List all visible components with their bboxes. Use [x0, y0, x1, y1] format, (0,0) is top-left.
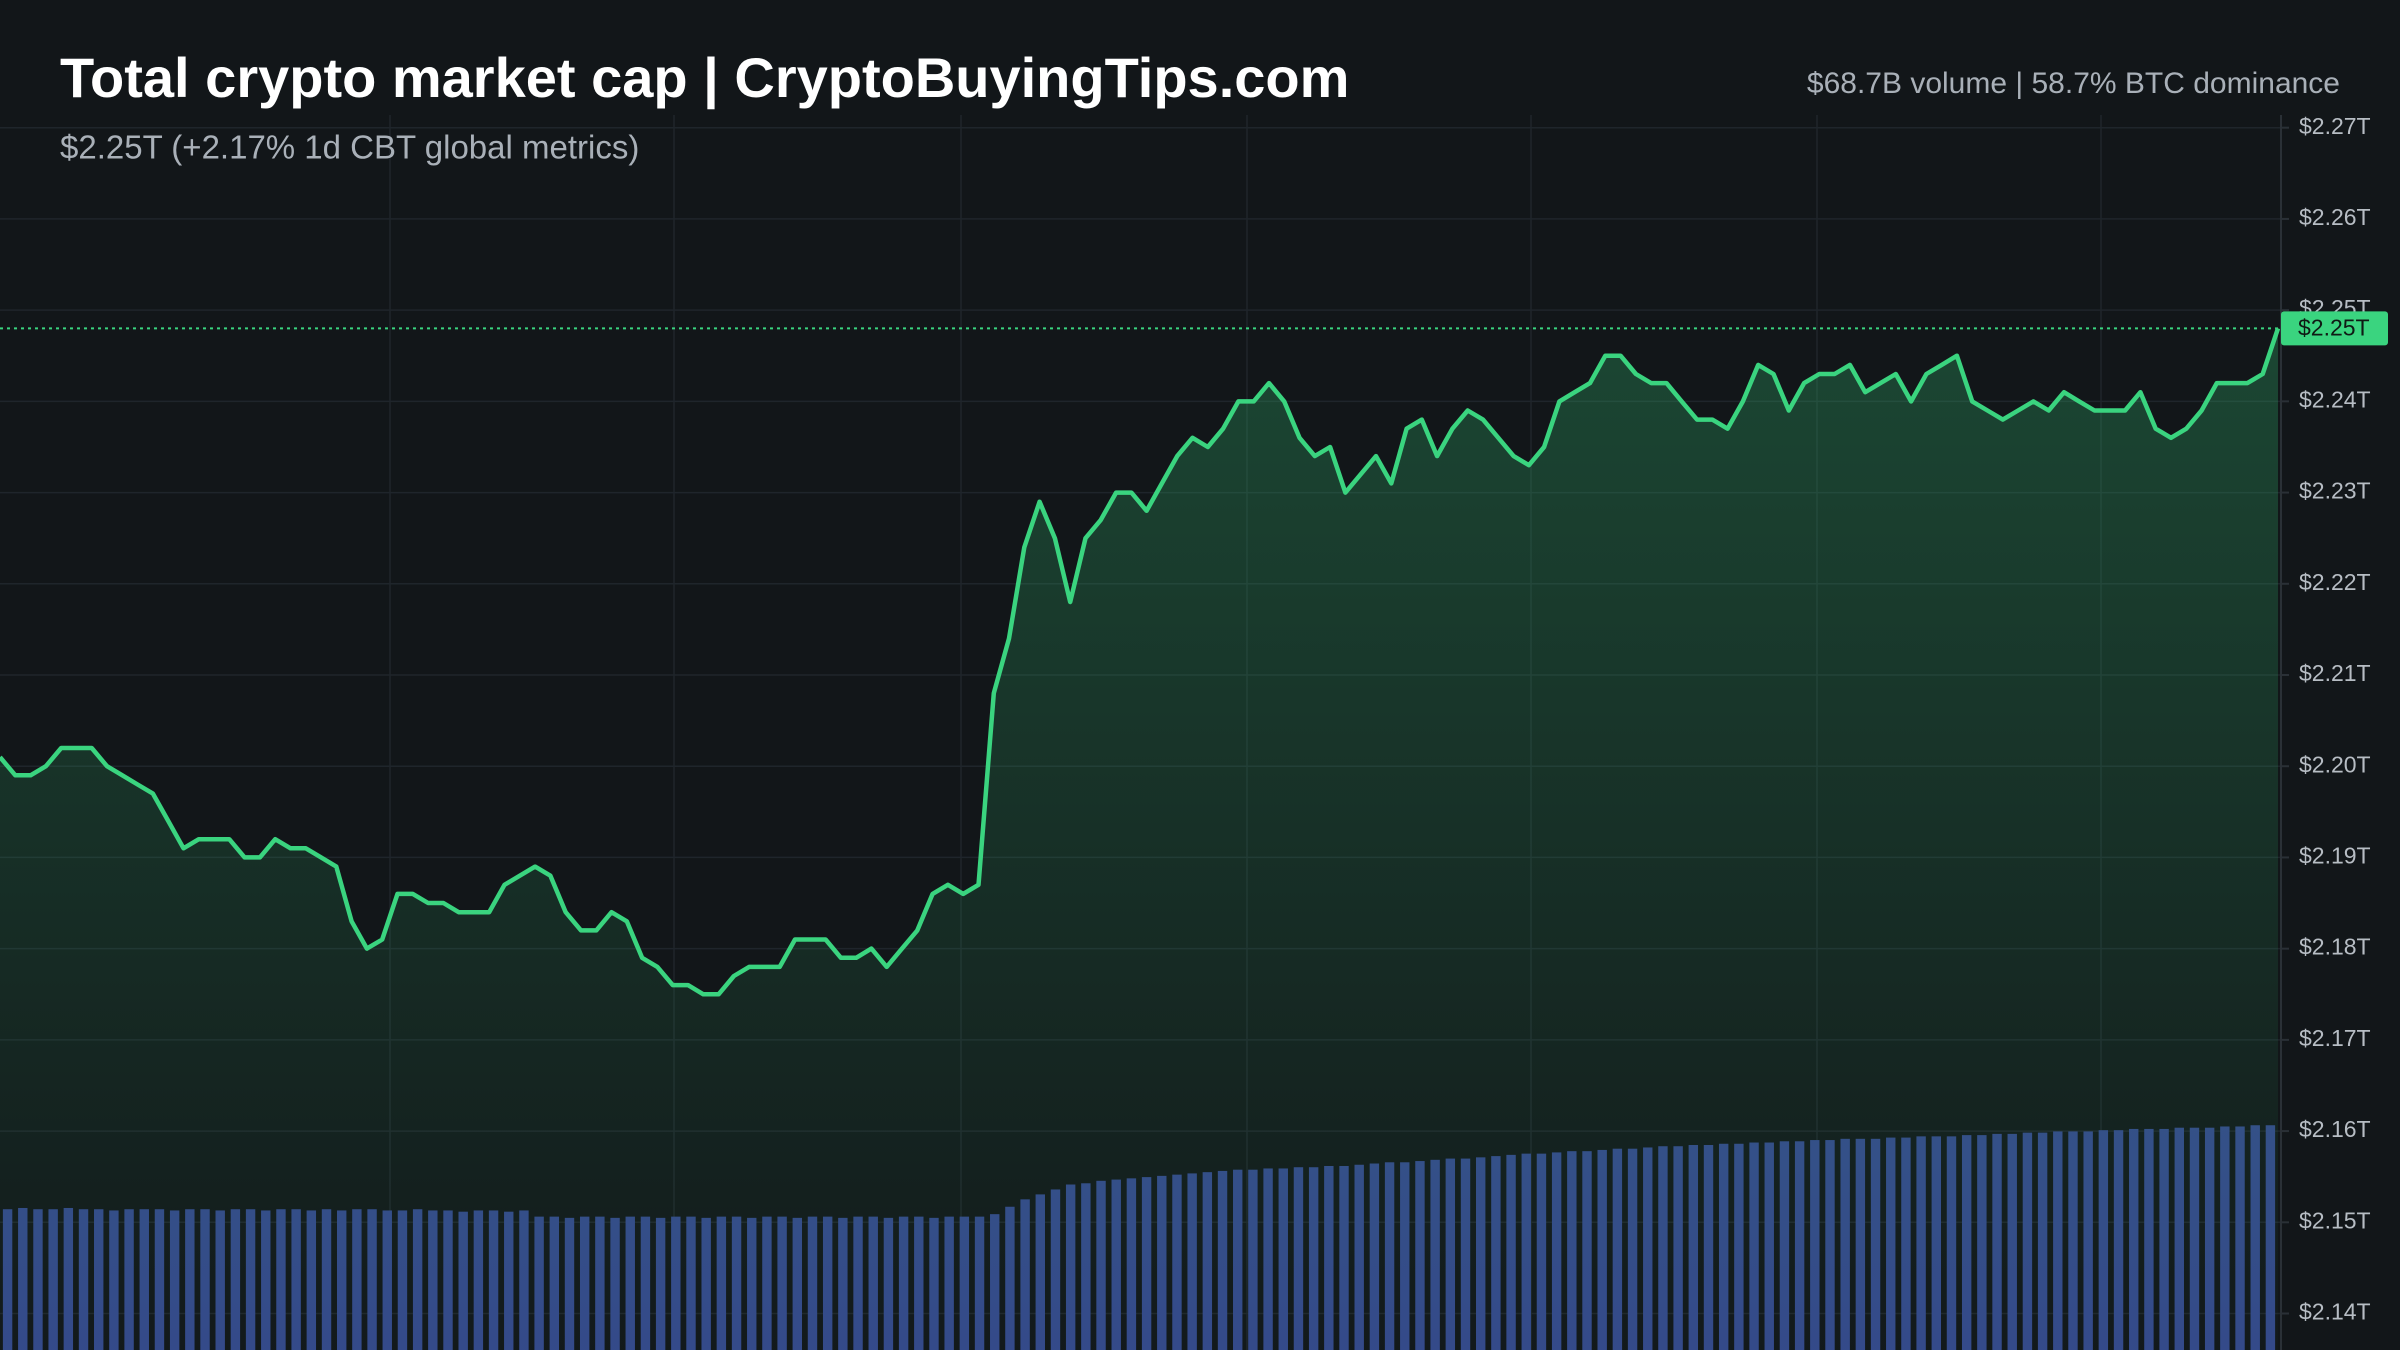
y-tick-label: $2.14T [2299, 1299, 2371, 1325]
annotation: $68.7B volume | 58.7% BTC dominance [1807, 67, 2340, 100]
y-tick-label: $2.15T [2299, 1207, 2371, 1233]
y-tick-label: $2.17T [2299, 1025, 2371, 1051]
price-line [0, 327, 2281, 997]
price-tag: $2.25T [0, 311, 2388, 346]
y-tick-label: $2.24T [2299, 386, 2371, 412]
y-tick-label: $2.26T [2299, 204, 2371, 230]
y-tick-label: $2.23T [2299, 478, 2371, 504]
y-tick-label: $2.20T [2299, 751, 2371, 777]
y-tick-label: $2.19T [2299, 843, 2371, 869]
price-area [0, 328, 2278, 1350]
price-line [0, 327, 2281, 1350]
y-tick-label: $2.27T [2299, 113, 2371, 139]
chart-title: Total crypto market cap | CryptoBuyingTi… [60, 46, 1349, 110]
y-tick-label: $2.21T [2299, 660, 2371, 686]
last-price-box [2281, 311, 2388, 346]
y-axis: $2.27T $2.26T $2.25T $2.24T $2.23T $2.22T $2.2… [2281, 113, 2371, 1325]
chart-subtitle: $2.25T (+2.17% 1d CBT global metrics) [60, 129, 639, 166]
y-tick-label: $2.16T [2299, 1116, 2371, 1142]
y-tick-label: $2.18T [2299, 934, 2371, 960]
y-tick-label: $2.22T [2299, 569, 2371, 595]
last-price-label: $2.25T [2298, 314, 2370, 340]
